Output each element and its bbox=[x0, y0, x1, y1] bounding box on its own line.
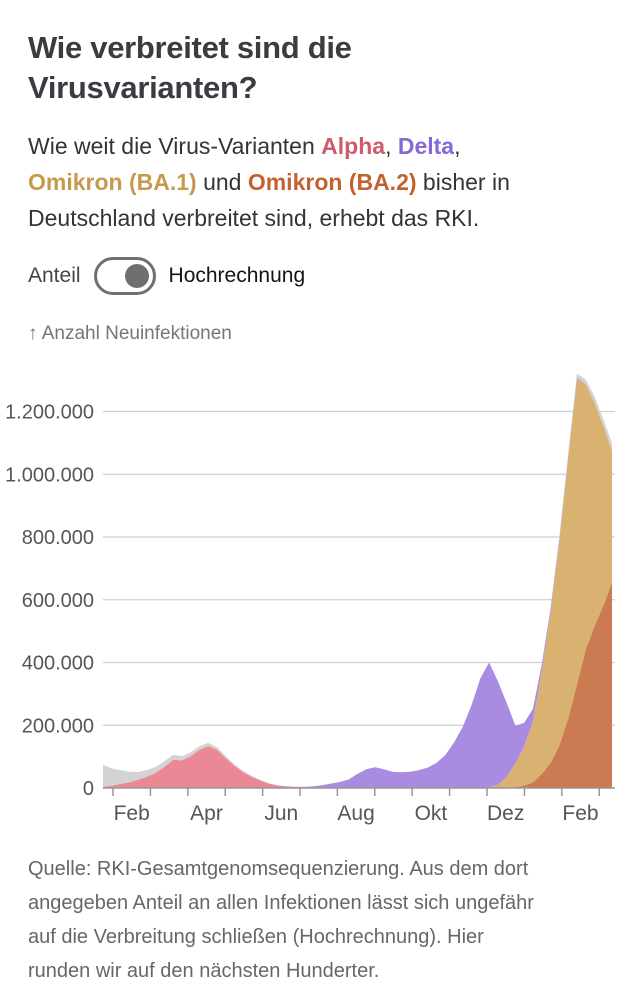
subtitle-text: Wie weit die Virus-Varianten bbox=[28, 133, 322, 159]
y-tick-label: 600.000 bbox=[22, 590, 94, 612]
variant-label: Alpha bbox=[321, 133, 386, 159]
variant-label: Omikron (BA.2) bbox=[247, 169, 417, 195]
chart-subtitle: Wie weit die Virus-Varianten Alpha, Delt… bbox=[28, 128, 614, 236]
variant-label: Omikron (BA.1) bbox=[28, 169, 197, 195]
x-tick-label: Apr bbox=[190, 802, 223, 825]
title-line-2: Virusvarianten? bbox=[28, 70, 258, 105]
x-tick-label: Dez bbox=[487, 802, 524, 825]
area-omikron-ba-2 bbox=[103, 582, 612, 788]
y-tick-label: 400.000 bbox=[22, 653, 94, 675]
chart-area: Feb Apr Jun Aug Okt Dez Feb 0 200.000 400.000 600.… bbox=[0, 358, 640, 828]
subtitle-text: bisher in bbox=[416, 169, 510, 195]
subtitle-text: , bbox=[454, 133, 461, 159]
x-tick-label: Jun bbox=[264, 802, 298, 825]
x-tick-label: Aug bbox=[337, 802, 374, 825]
source-note: Quelle: RKI-Gesamtgenomsequenzierung. Au… bbox=[28, 852, 614, 988]
variant-label: Delta bbox=[397, 133, 455, 159]
subtitle-line: Deutschland verbreitet sind, erhebt das … bbox=[28, 200, 614, 236]
area-omikron-ba-1 bbox=[103, 378, 612, 788]
toggle-knob bbox=[124, 264, 149, 288]
toggle-option-anteil[interactable]: Anteil bbox=[28, 264, 81, 287]
view-toggle-switch[interactable] bbox=[93, 257, 156, 295]
toggle-option-hochrechnung[interactable]: Hochrechnung bbox=[168, 264, 306, 287]
y-tick-label: 1.200.000 bbox=[5, 402, 94, 424]
source-line: auf die Verbreitung schließen (Hochrechn… bbox=[28, 926, 484, 948]
x-tick-label: Okt bbox=[415, 802, 448, 825]
subtitle-line: Omikron (BA.1) und Omikron (BA.2) bisher… bbox=[28, 164, 614, 200]
y-tick-label: 200.000 bbox=[22, 715, 94, 737]
source-line: runden wir auf den nächsten Hunderter. bbox=[28, 960, 380, 982]
area-delta bbox=[103, 377, 612, 788]
stacked-area-chart: Feb Apr Jun Aug Okt Dez Feb 0 200.000 400.000 600.… bbox=[5, 373, 615, 825]
view-toggle-row: Anteil Hochrechnung bbox=[28, 256, 614, 296]
subtitle-line: Wie weit die Virus-Varianten Alpha, Delt… bbox=[28, 128, 614, 164]
y-axis-title: ↑ Anzahl Neuinfektionen bbox=[28, 323, 232, 344]
page-title: Wie verbreitet sind die Virusvarianten? bbox=[28, 28, 614, 108]
x-tick-label: Feb bbox=[114, 802, 150, 825]
subtitle-text: und bbox=[196, 169, 248, 195]
source-line: angegeben Anteil an allen Infektionen lä… bbox=[28, 892, 534, 914]
article-content: Wie verbreitet sind die Virusvarianten? … bbox=[0, 28, 640, 345]
source-line: Quelle: RKI-Gesamtgenomsequenzierung. Au… bbox=[28, 858, 529, 880]
x-tick-label: Feb bbox=[562, 802, 598, 825]
y-tick-label: 1.000.000 bbox=[5, 464, 94, 486]
title-line-1: Wie verbreitet sind die bbox=[28, 30, 352, 65]
subtitle-text: Deutschland verbreitet sind, erhebt das … bbox=[28, 205, 480, 231]
subtitle-text: , bbox=[385, 133, 398, 159]
y-tick-label: 800.000 bbox=[22, 527, 94, 549]
y-tick-label: 0 bbox=[83, 778, 94, 800]
